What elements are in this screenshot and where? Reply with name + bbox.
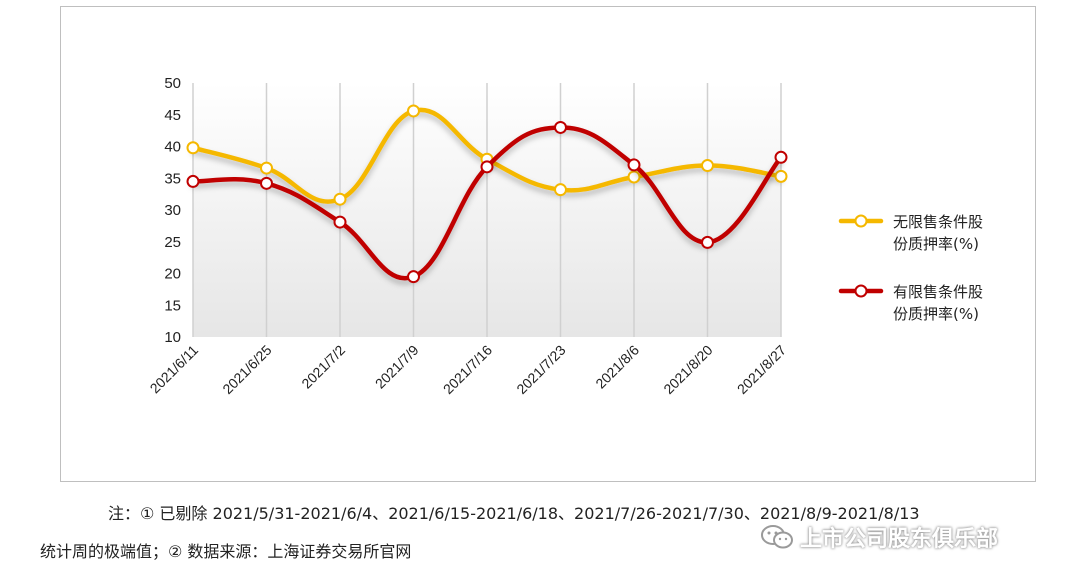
x-tick-label: 2021/7/2 [298, 342, 348, 392]
watermark: 上市公司股东俱乐部 [760, 521, 998, 553]
data-point-2 [333, 215, 347, 229]
x-tick-label: 2021/7/9 [372, 342, 422, 392]
wechat-icon [761, 525, 793, 549]
legend-label-2: 份质押率(%) [893, 305, 979, 323]
y-tick-label: 40 [164, 139, 181, 156]
x-tick-label: 2021/8/27 [734, 342, 790, 398]
y-tick-label: 45 [164, 107, 181, 124]
data-point-1 [186, 141, 200, 155]
data-point-1 [554, 183, 567, 197]
legend-label-2: 有限售条件股 [893, 283, 983, 301]
data-point-2 [701, 235, 714, 249]
footnote-line-2: 统计周的极端值；② 数据来源：上海证券交易所官网 [40, 542, 412, 561]
x-tick-label: 2021/7/16 [440, 342, 496, 398]
y-tick-label: 10 [164, 329, 181, 346]
data-point-2 [186, 174, 200, 188]
y-tick-label: 35 [164, 170, 181, 187]
x-tick-label: 2021/6/25 [219, 342, 275, 398]
watermark-text: 上市公司股东俱乐部 [800, 527, 999, 552]
legend-label-1: 无限售条件股 [893, 213, 983, 231]
data-point-2 [774, 150, 788, 164]
y-tick-label: 20 [164, 266, 181, 283]
data-point-2 [260, 176, 273, 190]
data-point-2 [407, 270, 420, 284]
data-point-2 [554, 120, 567, 134]
data-point-2 [627, 158, 641, 172]
chart-frame: 50 45 40 35 30 25 20 15 10 2021/6/11 2021/6/25 202… [60, 6, 1036, 482]
y-tick-label: 50 [164, 75, 181, 92]
data-point-1 [701, 159, 714, 173]
y-tick-label: 15 [164, 297, 181, 314]
data-point-1 [407, 104, 420, 118]
data-point-1 [260, 161, 273, 175]
legend-label-1: 份质押率(%) [893, 235, 979, 253]
data-point-1 [627, 170, 641, 184]
legend-marker-1 [854, 214, 868, 228]
data-point-1 [774, 169, 788, 183]
y-tick-label: 30 [164, 202, 181, 219]
series-line-1 [190, 107, 784, 204]
footnote-line-1: 注：① 已剔除 2021/5/31-2021/6/4、2021/6/15-202… [108, 504, 920, 523]
x-tick-label: 2021/8/20 [660, 342, 716, 398]
y-tick-label: 25 [164, 234, 181, 251]
x-tick-label: 2021/8/6 [592, 342, 642, 392]
data-point-1 [333, 192, 347, 206]
x-tick-label: 2021/7/23 [513, 342, 569, 398]
x-tick-label: 2021/6/11 [146, 342, 201, 397]
line-chart: 50 45 40 35 30 25 20 15 10 2021/6/11 2021/6/25 202… [146, 75, 983, 398]
data-point-2 [480, 160, 494, 174]
legend-marker-2 [854, 284, 868, 298]
